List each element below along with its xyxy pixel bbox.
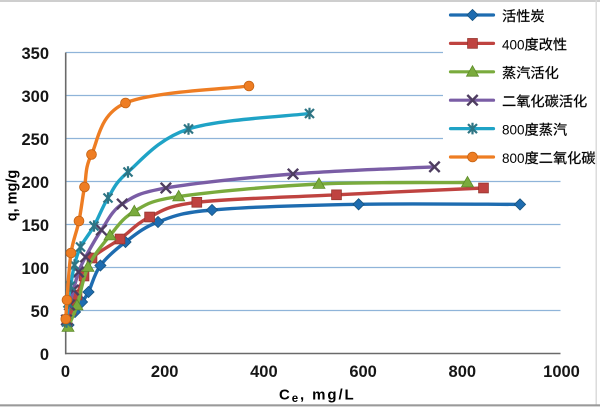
svg-text:200: 200 [21,174,49,192]
svg-text:300: 300 [21,88,49,106]
svg-text:600: 600 [349,363,377,381]
svg-text:350: 350 [21,45,49,63]
svg-text:800: 800 [502,123,525,138]
svg-text:250: 250 [21,131,49,149]
svg-text:1000: 1000 [543,363,580,381]
svg-text:400: 400 [502,38,525,53]
svg-text:100: 100 [21,260,49,278]
svg-text:0: 0 [61,363,70,381]
svg-text:Ce, mg/L: Ce, mg/L [279,387,356,406]
svg-text:50: 50 [31,303,49,321]
svg-text:400: 400 [250,363,278,381]
svg-text:200: 200 [151,363,179,381]
svg-text:q, mg/g: q, mg/g [5,170,21,222]
svg-text:800: 800 [502,151,525,166]
svg-text:800: 800 [449,363,477,381]
svg-text:150: 150 [21,217,49,235]
svg-text:0: 0 [40,346,49,364]
